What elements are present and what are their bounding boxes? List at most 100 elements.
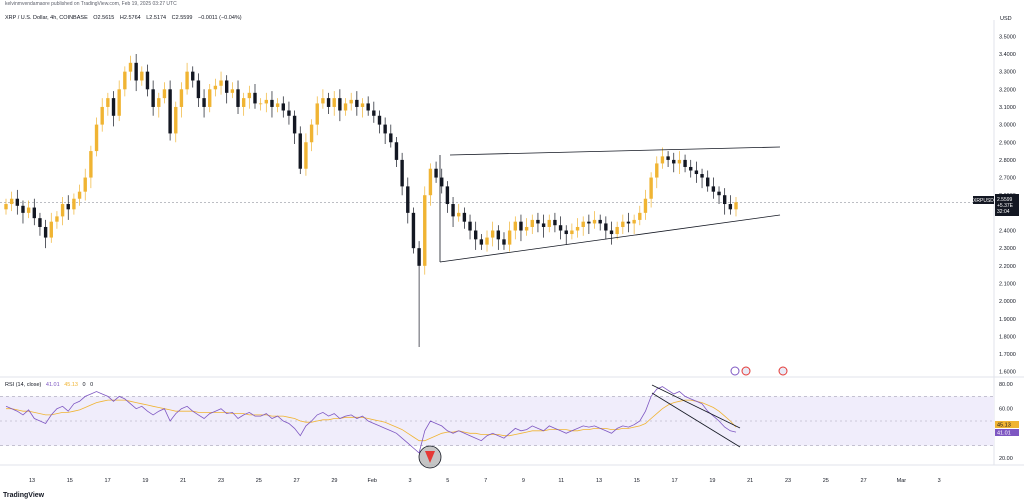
price-axis[interactable]: 3.5000 3.4000 3.3000 3.2000 3.1000 3.0000 2.90… <box>999 34 1016 375</box>
rsi-legend: RSI (14, close) 41.01 45.13 0 0 <box>5 382 96 388</box>
time-tick-label: 25 <box>823 478 829 484</box>
rsi-value-1: 41.01 <box>45 382 60 388</box>
candle-body <box>683 159 687 167</box>
rsi-line <box>5 386 737 454</box>
candle-body <box>241 98 246 107</box>
candle-body <box>38 218 42 227</box>
candle-body <box>638 212 642 220</box>
rsi-channel-upper[interactable] <box>651 384 741 429</box>
time-tick-label: 21 <box>747 478 753 484</box>
candle-body <box>157 98 161 107</box>
rsi-value-3: 0 <box>82 382 86 388</box>
candle-body <box>722 195 727 205</box>
rsi-channel-lower[interactable] <box>651 392 741 448</box>
candle-body <box>219 80 223 86</box>
price-badge-value: 2.5599 <box>997 197 1013 203</box>
candle-body <box>406 186 410 213</box>
candle-body <box>55 216 59 222</box>
us-flag-icon[interactable] <box>741 366 751 376</box>
time-tick-label: 17 <box>105 478 111 484</box>
candle-body <box>349 99 353 104</box>
candle-body <box>128 62 133 72</box>
price-badge[interactable]: XRPUSD 2.5599 +5.37E 32:04 <box>973 194 1019 216</box>
candle-body <box>490 230 495 238</box>
candle-body <box>106 98 110 107</box>
candle-body <box>343 103 348 111</box>
candle-body <box>666 156 670 160</box>
time-tick-label: 19 <box>142 478 148 484</box>
published-note: kelvinmvendamaore published on TradingVi… <box>5 1 177 7</box>
candle-body <box>26 207 31 213</box>
candle-body <box>21 205 25 213</box>
price-tick-label: 3.5000 <box>999 34 1016 40</box>
candle-body <box>462 212 467 222</box>
candle-body <box>389 133 393 143</box>
us-flag-icon[interactable] <box>778 366 788 376</box>
candle-body <box>43 226 48 238</box>
upper-trendline[interactable] <box>449 146 781 156</box>
rsi-value-4: 0 <box>90 382 94 388</box>
price-pane[interactable] <box>0 20 994 377</box>
candle-body <box>281 103 285 111</box>
rsi-tick-label: 80.00 <box>999 382 1013 388</box>
rsi-ma-badge-text: 45.13 <box>997 423 1011 429</box>
time-tick-label: 13 <box>29 478 35 484</box>
time-tick-label: 23 <box>218 478 224 484</box>
candle-body <box>287 110 291 116</box>
price-tick-label: 2.4000 <box>999 229 1016 235</box>
candle-body <box>179 89 184 107</box>
candle-body <box>592 219 597 224</box>
rsi-oversold-marker <box>425 451 435 463</box>
rsi-value-2: 45.13 <box>64 382 78 388</box>
lower-trendline[interactable] <box>439 214 781 263</box>
price-badge-box <box>995 194 1019 216</box>
time-tick-label: 9 <box>522 478 525 484</box>
candle-body <box>428 168 433 196</box>
candle-body <box>60 204 65 217</box>
candle-body <box>315 103 319 125</box>
price-tick-label: 2.0000 <box>999 299 1016 305</box>
candle-body <box>530 219 534 227</box>
time-axis[interactable]: 13 15 17 19 21 23 25 27 29 Feb 3 5 7 9 11 13 15 17 19 21 23 2… <box>29 478 941 484</box>
symbol-title[interactable]: XRP / U.S. Dollar, 4h, COINBASE <box>5 15 88 21</box>
candle-body <box>485 237 489 245</box>
candle-body <box>9 198 14 205</box>
event-icon[interactable] <box>730 366 740 376</box>
price-tick-label: 2.1000 <box>999 281 1016 287</box>
candles <box>4 54 738 347</box>
time-tick-label: 17 <box>672 478 678 484</box>
candle-body <box>689 166 693 171</box>
candle-body <box>604 223 608 231</box>
candle-body <box>332 98 336 107</box>
candle-body <box>151 89 155 107</box>
time-tick-label: 27 <box>294 478 300 484</box>
candle-body <box>230 89 235 93</box>
rsi-title[interactable]: RSI (14, close) <box>5 382 42 388</box>
tradingview-logo[interactable]: TradingView <box>3 492 45 499</box>
candle-body <box>366 103 370 111</box>
price-tick-label: 3.3000 <box>999 70 1016 76</box>
price-tick-label: 2.2000 <box>999 264 1016 270</box>
rsi-band <box>0 396 994 446</box>
candle-body <box>191 71 195 81</box>
candle-body <box>360 103 365 107</box>
candle-body <box>547 219 551 227</box>
candle-body <box>394 142 399 160</box>
candle-body <box>66 204 70 210</box>
axis-currency[interactable]: USD <box>1000 16 1012 22</box>
candle-body <box>632 219 636 224</box>
candle-body <box>717 191 721 196</box>
candle-body <box>77 191 82 199</box>
candle-body <box>326 98 331 107</box>
candle-body <box>513 221 517 231</box>
price-tick-label: 2.7000 <box>999 176 1016 182</box>
time-tick-label: 21 <box>180 478 186 484</box>
candle-body <box>507 230 512 245</box>
rsi-axis[interactable]: 80.00 60.00 20.00 <box>999 382 1013 462</box>
candle-body <box>434 168 438 178</box>
candle-body <box>174 106 178 134</box>
candle-body <box>145 71 150 90</box>
candle-body <box>253 92 257 104</box>
candle-body <box>700 174 704 178</box>
